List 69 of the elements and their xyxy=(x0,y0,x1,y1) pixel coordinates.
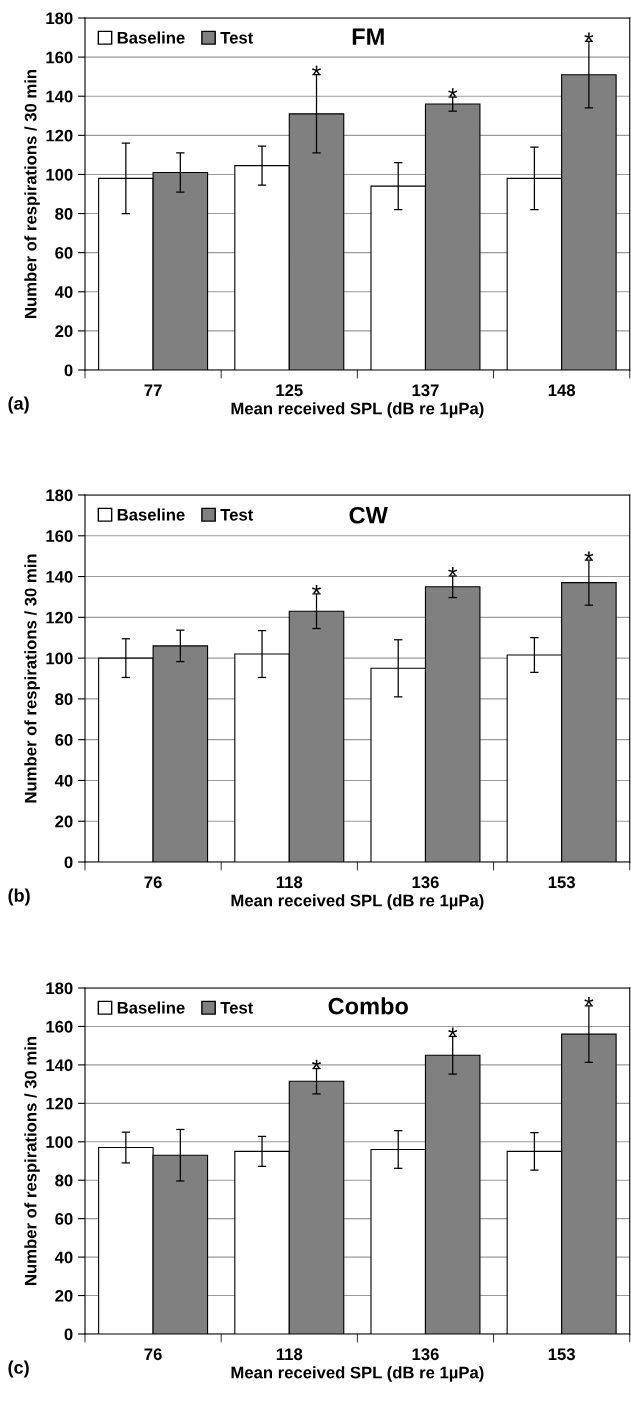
x-tick-label: 118 xyxy=(276,1348,303,1361)
y-tick-label: 0 xyxy=(64,1328,73,1341)
x-tick-label: 76 xyxy=(144,876,162,889)
y-axis-title: Number of respirations / 30 min xyxy=(24,1037,40,1285)
y-tick-label: 20 xyxy=(55,815,73,828)
annotation: * xyxy=(584,997,594,1006)
y-tick-label: 100 xyxy=(46,168,73,181)
y-tick-label: 160 xyxy=(46,51,73,64)
y-axis-title: Number of respirations / 30 min xyxy=(24,70,40,318)
text: (c) xyxy=(8,1360,29,1378)
y-tick-label: 180 xyxy=(46,12,73,25)
y-tick-label: 60 xyxy=(55,247,73,259)
x-tick-label: 118 xyxy=(276,876,303,889)
y-tick-label: 120 xyxy=(46,129,73,142)
annotation: * xyxy=(312,585,321,594)
y-tick-label: 20 xyxy=(55,1289,73,1302)
x-tick-label: 77 xyxy=(144,384,162,396)
text: (a) xyxy=(8,396,29,414)
x-tick-label: 125 xyxy=(276,384,303,397)
y-tick-label: 40 xyxy=(54,286,73,298)
y-tick-label: 20 xyxy=(55,325,73,338)
y-tick-label: 140 xyxy=(46,1059,73,1072)
x-tick-label: 153 xyxy=(548,876,575,889)
legend-label: Baseline xyxy=(117,508,185,521)
x-tick-label: 136 xyxy=(412,876,439,889)
y-tick-label: 100 xyxy=(46,1136,73,1148)
y-tick-label: 80 xyxy=(55,693,73,706)
x-axis-title: Mean received SPL (dB re 1µPa) xyxy=(231,402,484,418)
annotation: * xyxy=(312,65,321,75)
x-tick-label: 153 xyxy=(548,1348,575,1361)
chart-title: FM xyxy=(352,28,384,45)
y-tick-label: 180 xyxy=(46,982,73,995)
y-tick-label: 80 xyxy=(55,207,73,220)
annotation: * xyxy=(448,1027,458,1037)
chart-title: Combo xyxy=(328,997,408,1015)
annotation: * xyxy=(584,32,594,42)
annotation: * xyxy=(448,567,458,576)
y-tick-label: 0 xyxy=(64,364,73,377)
legend-label: Test xyxy=(220,1002,254,1014)
y-tick-label: 100 xyxy=(46,652,73,665)
text: (b) xyxy=(8,888,30,906)
chart-title: CW xyxy=(349,506,388,524)
y-tick-label: 140 xyxy=(46,90,73,103)
legend-label: Baseline xyxy=(117,31,185,44)
legend-label: Baseline xyxy=(117,1001,185,1014)
y-axis-title: Number of respirations / 30 min xyxy=(24,554,40,803)
annotation: * xyxy=(448,88,458,97)
y-tick-label: 120 xyxy=(46,1097,73,1110)
y-tick-label: 60 xyxy=(55,1213,73,1225)
y-tick-label: 0 xyxy=(64,856,73,869)
y-tick-label: 60 xyxy=(55,734,73,746)
x-tick-label: 137 xyxy=(412,384,439,397)
annotation: * xyxy=(584,551,594,561)
y-tick-label: 160 xyxy=(46,1020,73,1033)
annotation: * xyxy=(312,1059,321,1069)
legend-label: Test xyxy=(220,509,254,521)
x-tick-label: 76 xyxy=(144,1348,162,1361)
y-tick-label: 120 xyxy=(46,611,73,624)
legend-label: Test xyxy=(220,32,254,44)
x-axis-title: Mean received SPL (dB re 1µPa) xyxy=(231,894,484,910)
x-tick-label: 136 xyxy=(412,1348,439,1361)
y-tick-label: 40 xyxy=(54,1251,73,1264)
y-tick-label: 180 xyxy=(46,489,73,502)
x-tick-label: 148 xyxy=(548,384,576,397)
y-tick-label: 40 xyxy=(54,774,73,787)
y-tick-label: 80 xyxy=(55,1174,73,1187)
y-tick-label: 160 xyxy=(46,530,73,542)
x-axis-title: Mean received SPL (dB re 1µPa) xyxy=(231,1366,484,1382)
y-tick-label: 140 xyxy=(46,570,73,583)
